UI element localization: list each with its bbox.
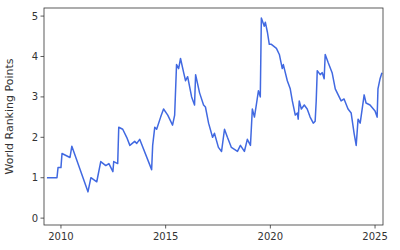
x-tick [270,225,271,229]
x-tick [375,225,376,229]
x-tick-label: 2015 [153,231,178,242]
y-tick [41,177,45,178]
y-tick [41,16,45,17]
y-tick-label: 4 [32,51,38,62]
y-tick [41,96,45,97]
x-tick-label: 2020 [258,231,283,242]
y-axis-label: World Ranking Points [3,58,16,174]
chart: 0 1 2 3 4 5 2010 2015 2020 2025 World Ranking Poin… [0,0,400,250]
x-tick-label: 2025 [362,231,387,242]
series-line [47,18,382,192]
y-tick-label: 5 [32,11,38,22]
y-tick-label: 2 [32,132,38,143]
y-tick [41,56,45,57]
plot-frame [44,8,383,225]
x-tick [60,225,61,229]
y-tick [41,218,45,219]
y-tick [41,137,45,138]
plot-area [47,18,382,192]
y-tick-label: 1 [32,172,38,183]
x-tick-label: 2010 [48,231,73,242]
x-tick [165,225,166,229]
y-tick-label: 0 [32,213,38,224]
y-tick-label: 3 [32,91,38,102]
